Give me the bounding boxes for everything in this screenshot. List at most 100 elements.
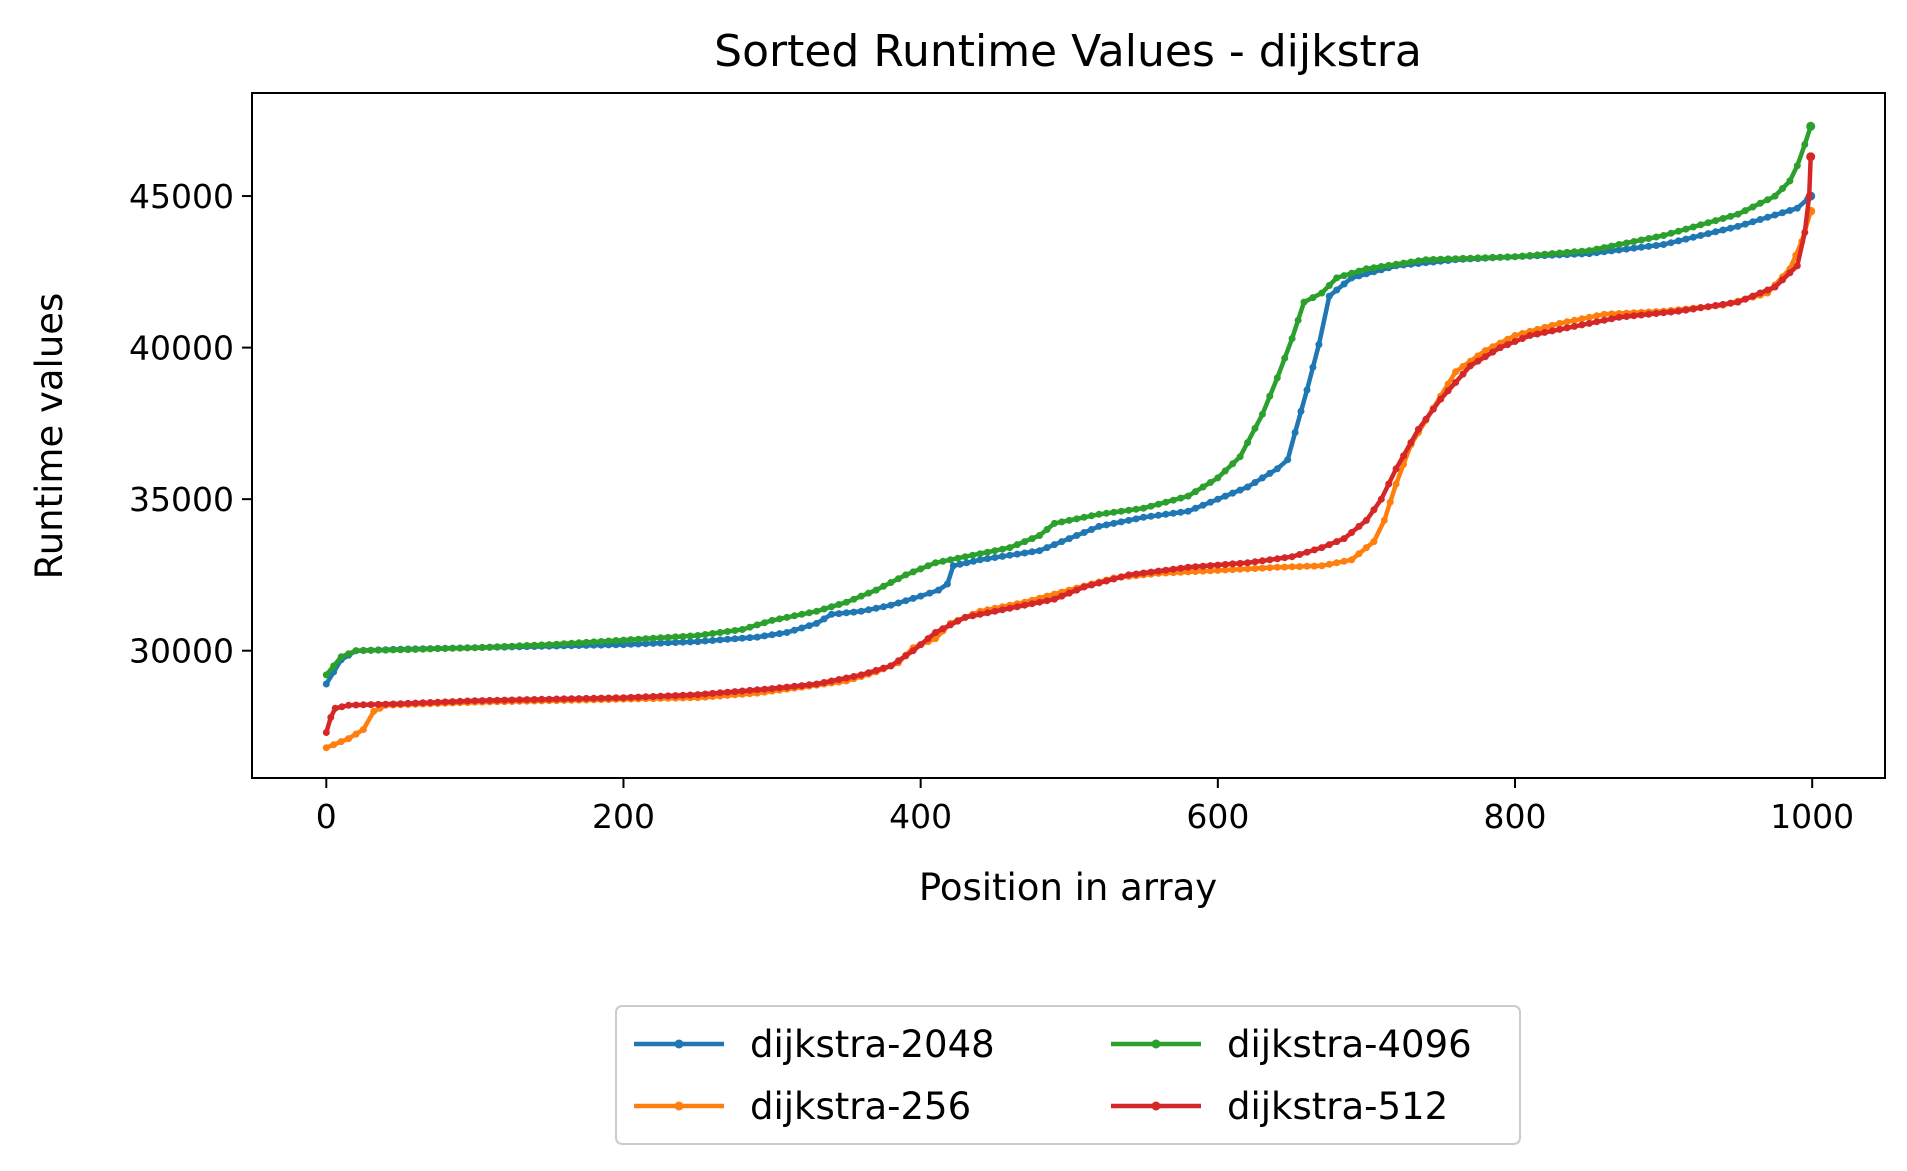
data-point — [634, 635, 642, 643]
data-point — [880, 582, 887, 590]
data-point — [1169, 509, 1177, 517]
data-point — [1333, 274, 1341, 282]
data-point — [1623, 239, 1630, 247]
data-point — [1779, 209, 1786, 217]
data-point — [575, 695, 583, 703]
x-tick-label: 600 — [1186, 797, 1249, 836]
data-point — [1297, 407, 1305, 415]
data-point — [1315, 341, 1323, 349]
data-point — [991, 547, 999, 555]
data-point — [909, 568, 917, 576]
data-point — [1452, 255, 1460, 263]
data-point — [1221, 566, 1229, 574]
series-line — [324, 208, 1813, 750]
data-point — [1370, 538, 1378, 546]
data-point — [1110, 508, 1118, 516]
data-point — [1296, 563, 1304, 571]
data-point — [998, 552, 1006, 560]
x-axis-label: Position in array — [919, 866, 1217, 909]
data-point — [649, 634, 657, 642]
data-point — [1675, 227, 1682, 235]
data-point — [1281, 554, 1289, 562]
x-tick-label: 0 — [316, 797, 337, 836]
data-point — [1132, 505, 1140, 513]
data-point — [1793, 162, 1801, 170]
data-point — [1481, 353, 1489, 361]
data-point — [1793, 204, 1801, 212]
data-point — [605, 694, 613, 702]
data-point — [568, 695, 575, 703]
data-point — [508, 642, 516, 650]
data-point — [949, 562, 957, 570]
data-point — [946, 556, 954, 564]
data-point — [553, 640, 561, 648]
series-dijkstra-2048 — [322, 191, 1816, 688]
data-point — [872, 666, 880, 674]
plot-frame — [251, 92, 1886, 779]
data-point — [1333, 538, 1341, 546]
data-point — [478, 697, 486, 705]
data-point — [1325, 560, 1333, 568]
data-point — [1325, 282, 1333, 289]
data-point — [1236, 559, 1244, 567]
y-tick-label: 40000 — [129, 329, 234, 368]
data-point — [508, 696, 516, 704]
data-point — [1251, 565, 1259, 572]
data-point — [1266, 556, 1274, 564]
data-point — [1682, 235, 1690, 243]
data-point — [1570, 248, 1578, 256]
data-point — [1623, 245, 1630, 253]
data-point — [597, 694, 605, 702]
data-point — [1652, 233, 1660, 241]
data-point — [516, 642, 523, 650]
data-point — [1608, 242, 1616, 250]
data-point — [1266, 564, 1274, 572]
data-point — [1309, 363, 1317, 371]
data-point — [1102, 577, 1110, 585]
data-point — [634, 640, 642, 648]
data-point — [456, 644, 464, 652]
data-point — [790, 626, 798, 634]
data-point — [1273, 374, 1281, 382]
data-point — [327, 713, 335, 721]
data-point — [337, 653, 345, 661]
data-point — [776, 684, 783, 692]
data-point — [932, 559, 939, 567]
data-point — [1689, 223, 1697, 231]
data-point — [434, 698, 442, 706]
data-point — [1184, 492, 1192, 500]
data-point — [1080, 513, 1088, 521]
data-point — [1556, 249, 1564, 257]
data-point — [1303, 562, 1311, 570]
data-point — [976, 556, 984, 564]
data-point — [924, 562, 932, 570]
data-point — [649, 693, 657, 700]
data-point — [1511, 332, 1519, 339]
data-point — [411, 645, 419, 653]
data-point — [1422, 415, 1430, 423]
data-point — [337, 738, 345, 746]
data-point — [1764, 196, 1772, 204]
data-point — [1050, 541, 1058, 549]
data-point — [612, 637, 620, 644]
data-point — [1779, 185, 1786, 192]
data-point — [642, 693, 650, 701]
data-point — [1177, 508, 1185, 516]
data-point — [813, 607, 821, 615]
data-point — [753, 686, 761, 694]
data-point — [1645, 310, 1653, 318]
data-point — [649, 639, 657, 647]
y-axis: 30000 35000 40000 45000 — [129, 177, 252, 671]
data-point — [1533, 330, 1541, 338]
data-point — [1563, 324, 1571, 332]
data-point — [1452, 379, 1460, 386]
data-point — [1154, 511, 1162, 519]
data-point — [330, 741, 338, 749]
x-tick-label: 800 — [1484, 797, 1547, 836]
data-point — [1088, 581, 1095, 589]
data-point — [345, 650, 353, 658]
data-point — [1214, 495, 1222, 503]
data-point — [1318, 544, 1326, 552]
data-point — [1801, 228, 1809, 236]
data-point — [1704, 230, 1712, 238]
